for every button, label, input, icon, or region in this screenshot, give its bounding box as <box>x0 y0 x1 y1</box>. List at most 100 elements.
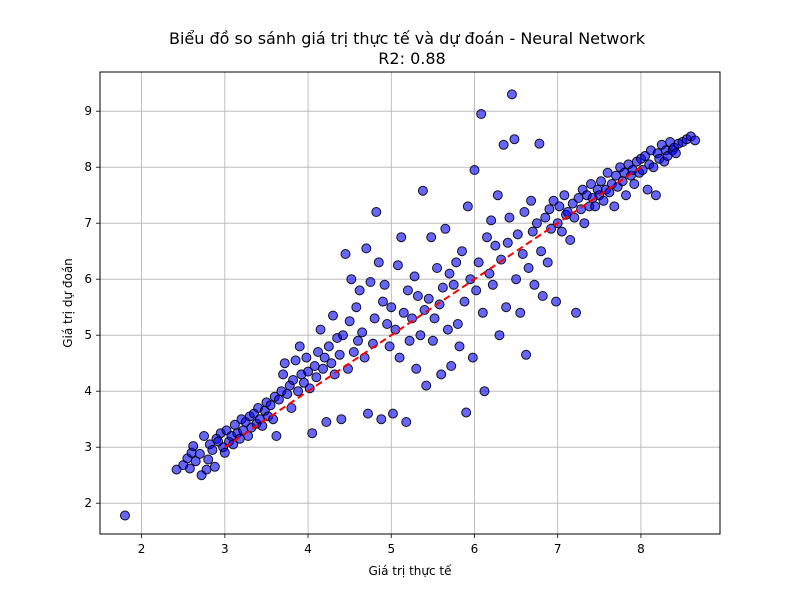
data-point <box>361 243 372 254</box>
data-point <box>365 277 376 287</box>
data-point <box>648 162 659 173</box>
data-point <box>376 414 387 425</box>
y-tick-label: 9 <box>84 104 92 118</box>
data-point <box>517 249 528 259</box>
data-point <box>301 352 312 363</box>
data-point <box>598 195 609 206</box>
x-tick-label: 3 <box>221 542 229 556</box>
x-tick-label: 4 <box>304 542 312 556</box>
data-point <box>586 179 597 189</box>
data-point <box>642 184 653 195</box>
x-tick-label: 5 <box>387 542 395 556</box>
data-point <box>354 285 365 296</box>
y-tick-label: 2 <box>84 496 92 510</box>
data-point <box>477 307 488 318</box>
data-point <box>279 358 290 369</box>
data-point <box>194 448 205 459</box>
data-point <box>346 274 357 285</box>
x-axis-ticks: 2 3 4 5 6 7 8 <box>138 534 645 556</box>
x-tick-label: 6 <box>471 542 479 556</box>
data-point <box>579 218 590 229</box>
data-point <box>286 403 297 413</box>
data-point <box>379 279 390 290</box>
data-point <box>531 218 542 229</box>
data-point <box>190 456 201 467</box>
y-axis-ticks: 2 3 4 5 6 7 8 9 <box>84 104 100 510</box>
data-point <box>569 212 580 223</box>
data-point <box>338 330 349 341</box>
x-tick-label: 2 <box>138 542 146 556</box>
data-point <box>282 389 293 399</box>
data-point <box>387 408 398 419</box>
data-points <box>119 89 701 521</box>
data-point <box>620 190 631 201</box>
data-point <box>529 279 540 290</box>
data-point <box>407 313 418 324</box>
data-point <box>288 375 299 385</box>
data-point <box>340 249 351 259</box>
data-point <box>303 366 314 377</box>
data-point <box>544 204 555 215</box>
data-point <box>595 176 606 187</box>
y-tick-label: 6 <box>84 272 92 286</box>
data-point <box>523 263 534 273</box>
data-point <box>273 394 284 405</box>
data-point <box>318 363 329 374</box>
data-point <box>650 190 661 201</box>
data-point <box>323 341 334 352</box>
data-point <box>373 257 384 268</box>
data-point <box>119 510 130 521</box>
data-point <box>498 139 509 150</box>
data-point <box>294 341 305 352</box>
data-point <box>536 246 547 257</box>
data-point <box>351 302 362 313</box>
data-point <box>451 257 462 268</box>
data-point <box>307 428 318 439</box>
data-point <box>448 279 459 290</box>
data-point <box>398 307 409 318</box>
y-tick-label: 5 <box>84 328 92 342</box>
data-point <box>362 408 373 419</box>
data-point <box>201 464 212 475</box>
data-point <box>440 223 451 234</box>
data-point <box>602 167 613 178</box>
data-point <box>629 179 640 189</box>
data-point <box>427 335 438 346</box>
data-point <box>511 274 522 285</box>
data-point <box>402 285 413 296</box>
data-point <box>492 190 503 201</box>
data-point <box>519 207 530 217</box>
data-point <box>394 352 405 363</box>
data-point <box>352 335 363 346</box>
data-point <box>527 226 538 237</box>
data-point <box>392 260 403 271</box>
data-point <box>476 109 487 119</box>
data-point <box>501 302 512 313</box>
data-point <box>377 296 388 307</box>
data-point <box>396 232 407 243</box>
data-point <box>432 263 443 273</box>
data-point <box>546 223 557 234</box>
data-point <box>382 319 393 329</box>
data-point <box>409 271 420 282</box>
data-point <box>313 347 324 357</box>
data-point <box>357 327 368 338</box>
data-point <box>540 212 551 223</box>
data-point <box>326 358 337 369</box>
data-point <box>209 461 220 472</box>
data-point <box>321 417 332 427</box>
data-point <box>444 268 455 279</box>
data-point <box>473 257 484 268</box>
ideal-fit-line <box>224 166 642 449</box>
data-point <box>526 195 537 206</box>
data-point <box>429 313 440 324</box>
data-point <box>348 347 359 357</box>
x-tick-label: 7 <box>554 542 562 556</box>
data-point <box>459 296 470 307</box>
y-axis-label: Giá trị dự đoán <box>61 258 75 348</box>
data-point <box>417 185 428 196</box>
data-point <box>494 330 505 341</box>
data-point <box>336 414 347 425</box>
data-point <box>471 285 482 296</box>
data-point <box>401 417 412 427</box>
